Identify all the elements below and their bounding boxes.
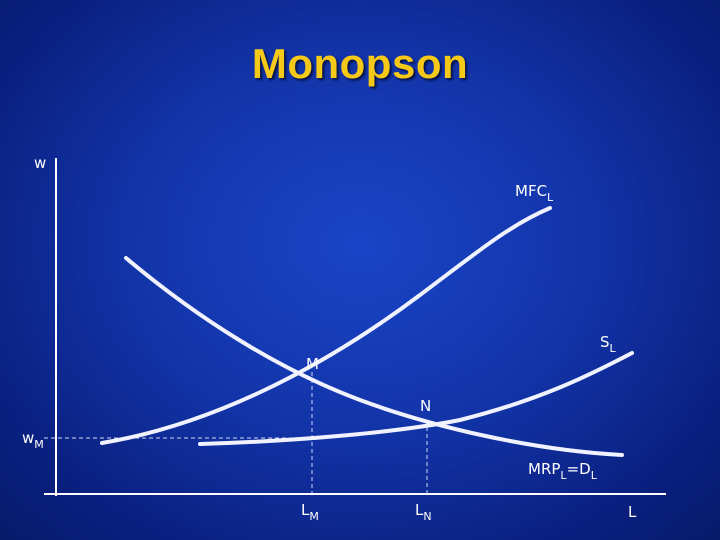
supply-label: SL (600, 333, 617, 355)
wage-marker-label: wM (22, 429, 44, 451)
mfc-label: MFCL (515, 182, 554, 204)
mrp-demand-curve (124, 256, 624, 457)
supply-curve (198, 351, 634, 446)
x-axis-label: L (628, 503, 637, 521)
lm-marker-label: LM (301, 501, 319, 523)
mrp-demand-label: MRPL=DL (528, 460, 598, 482)
slide-title: Monopson (251, 40, 469, 87)
point-n-label: N (420, 397, 431, 415)
mfc-curve (100, 206, 552, 445)
y-axis-label: w (34, 154, 46, 172)
point-m-label: M (306, 355, 319, 373)
ln-marker-label: LN (415, 501, 432, 523)
